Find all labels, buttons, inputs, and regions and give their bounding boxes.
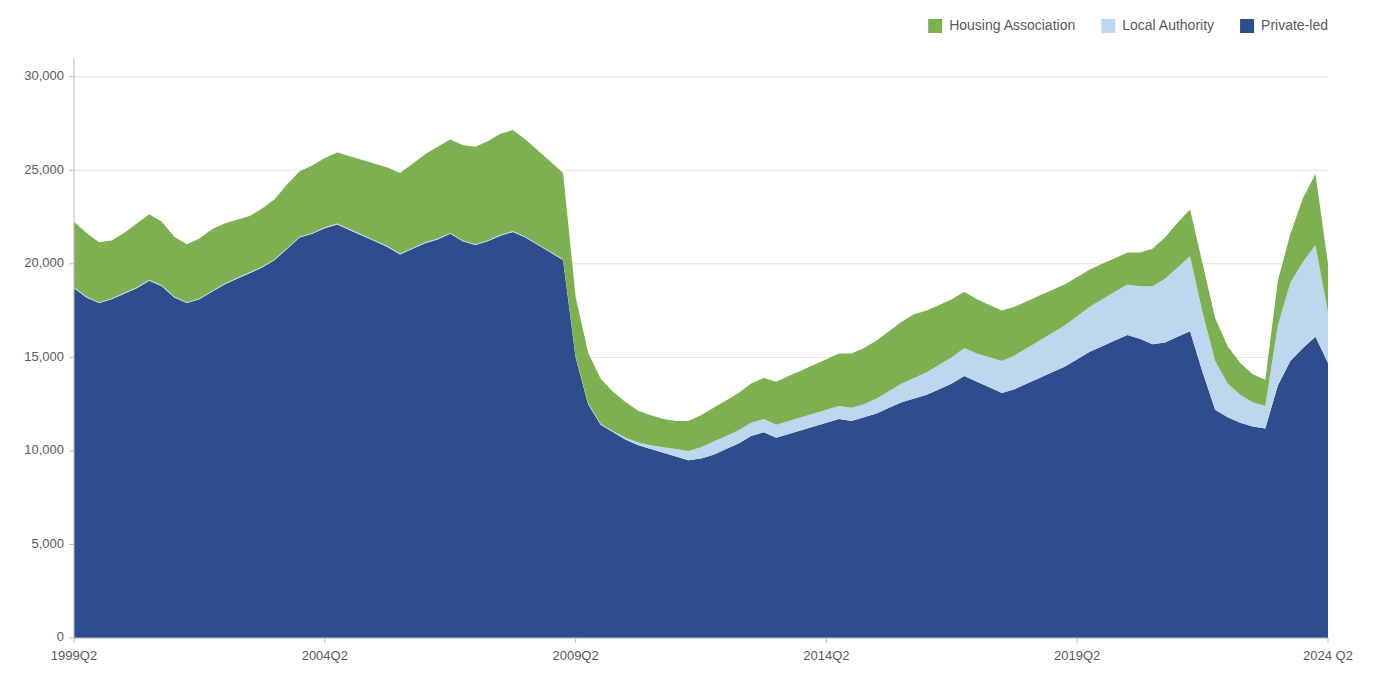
grid — [74, 77, 1328, 638]
grid-line — [74, 76, 1328, 77]
y-axis-line — [74, 58, 75, 638]
y-tick — [69, 357, 74, 358]
legend-label: Private-led — [1261, 17, 1328, 33]
y-tick-label: 30,000 — [24, 68, 64, 83]
y-tick-label: 0 — [57, 629, 64, 644]
y-tick-label: 5,000 — [31, 536, 64, 551]
x-tick-label: 2019Q2 — [1054, 648, 1100, 663]
grid-line — [74, 170, 1328, 171]
y-tick — [69, 544, 74, 545]
x-tick-label: 1999Q2 — [51, 648, 97, 663]
legend-swatch — [1240, 19, 1254, 33]
y-tick-label: 20,000 — [24, 255, 64, 270]
areas — [74, 130, 1328, 638]
x-tick-label: 2004Q2 — [302, 648, 348, 663]
legend-swatch — [1101, 19, 1115, 33]
x-tick — [1077, 638, 1078, 643]
x-tick-label: 2014Q2 — [803, 648, 849, 663]
y-tick — [69, 263, 74, 264]
chart: 0 5,000 10,000 15,000 20,000 25,000 30,000 1999… — [0, 0, 1378, 688]
grid-line — [74, 638, 1328, 639]
legend: Housing Association Local Authority Privat… — [928, 17, 1328, 33]
y-tick — [69, 170, 74, 171]
y-tick — [69, 450, 74, 451]
y-tick-label: 10,000 — [24, 442, 64, 457]
x-tick-label: 2009Q2 — [552, 648, 598, 663]
x-tick — [1328, 638, 1329, 643]
legend-swatch — [928, 19, 942, 33]
legend-label: Local Authority — [1122, 17, 1214, 33]
y-tick — [69, 638, 74, 639]
axes: 0 5,000 10,000 15,000 20,000 25,000 30,000 1999… — [24, 58, 1353, 663]
x-tick — [826, 638, 827, 643]
x-tick — [74, 638, 75, 643]
x-tick — [324, 638, 325, 643]
legend-label: Housing Association — [949, 17, 1075, 33]
y-tick — [69, 76, 74, 77]
x-axis-line — [74, 638, 1328, 639]
x-tick-label: 2024 Q2 — [1303, 648, 1353, 663]
y-tick-label: 25,000 — [24, 162, 64, 177]
x-tick — [575, 638, 576, 643]
area — [74, 130, 1328, 451]
y-tick-label: 15,000 — [24, 349, 64, 364]
